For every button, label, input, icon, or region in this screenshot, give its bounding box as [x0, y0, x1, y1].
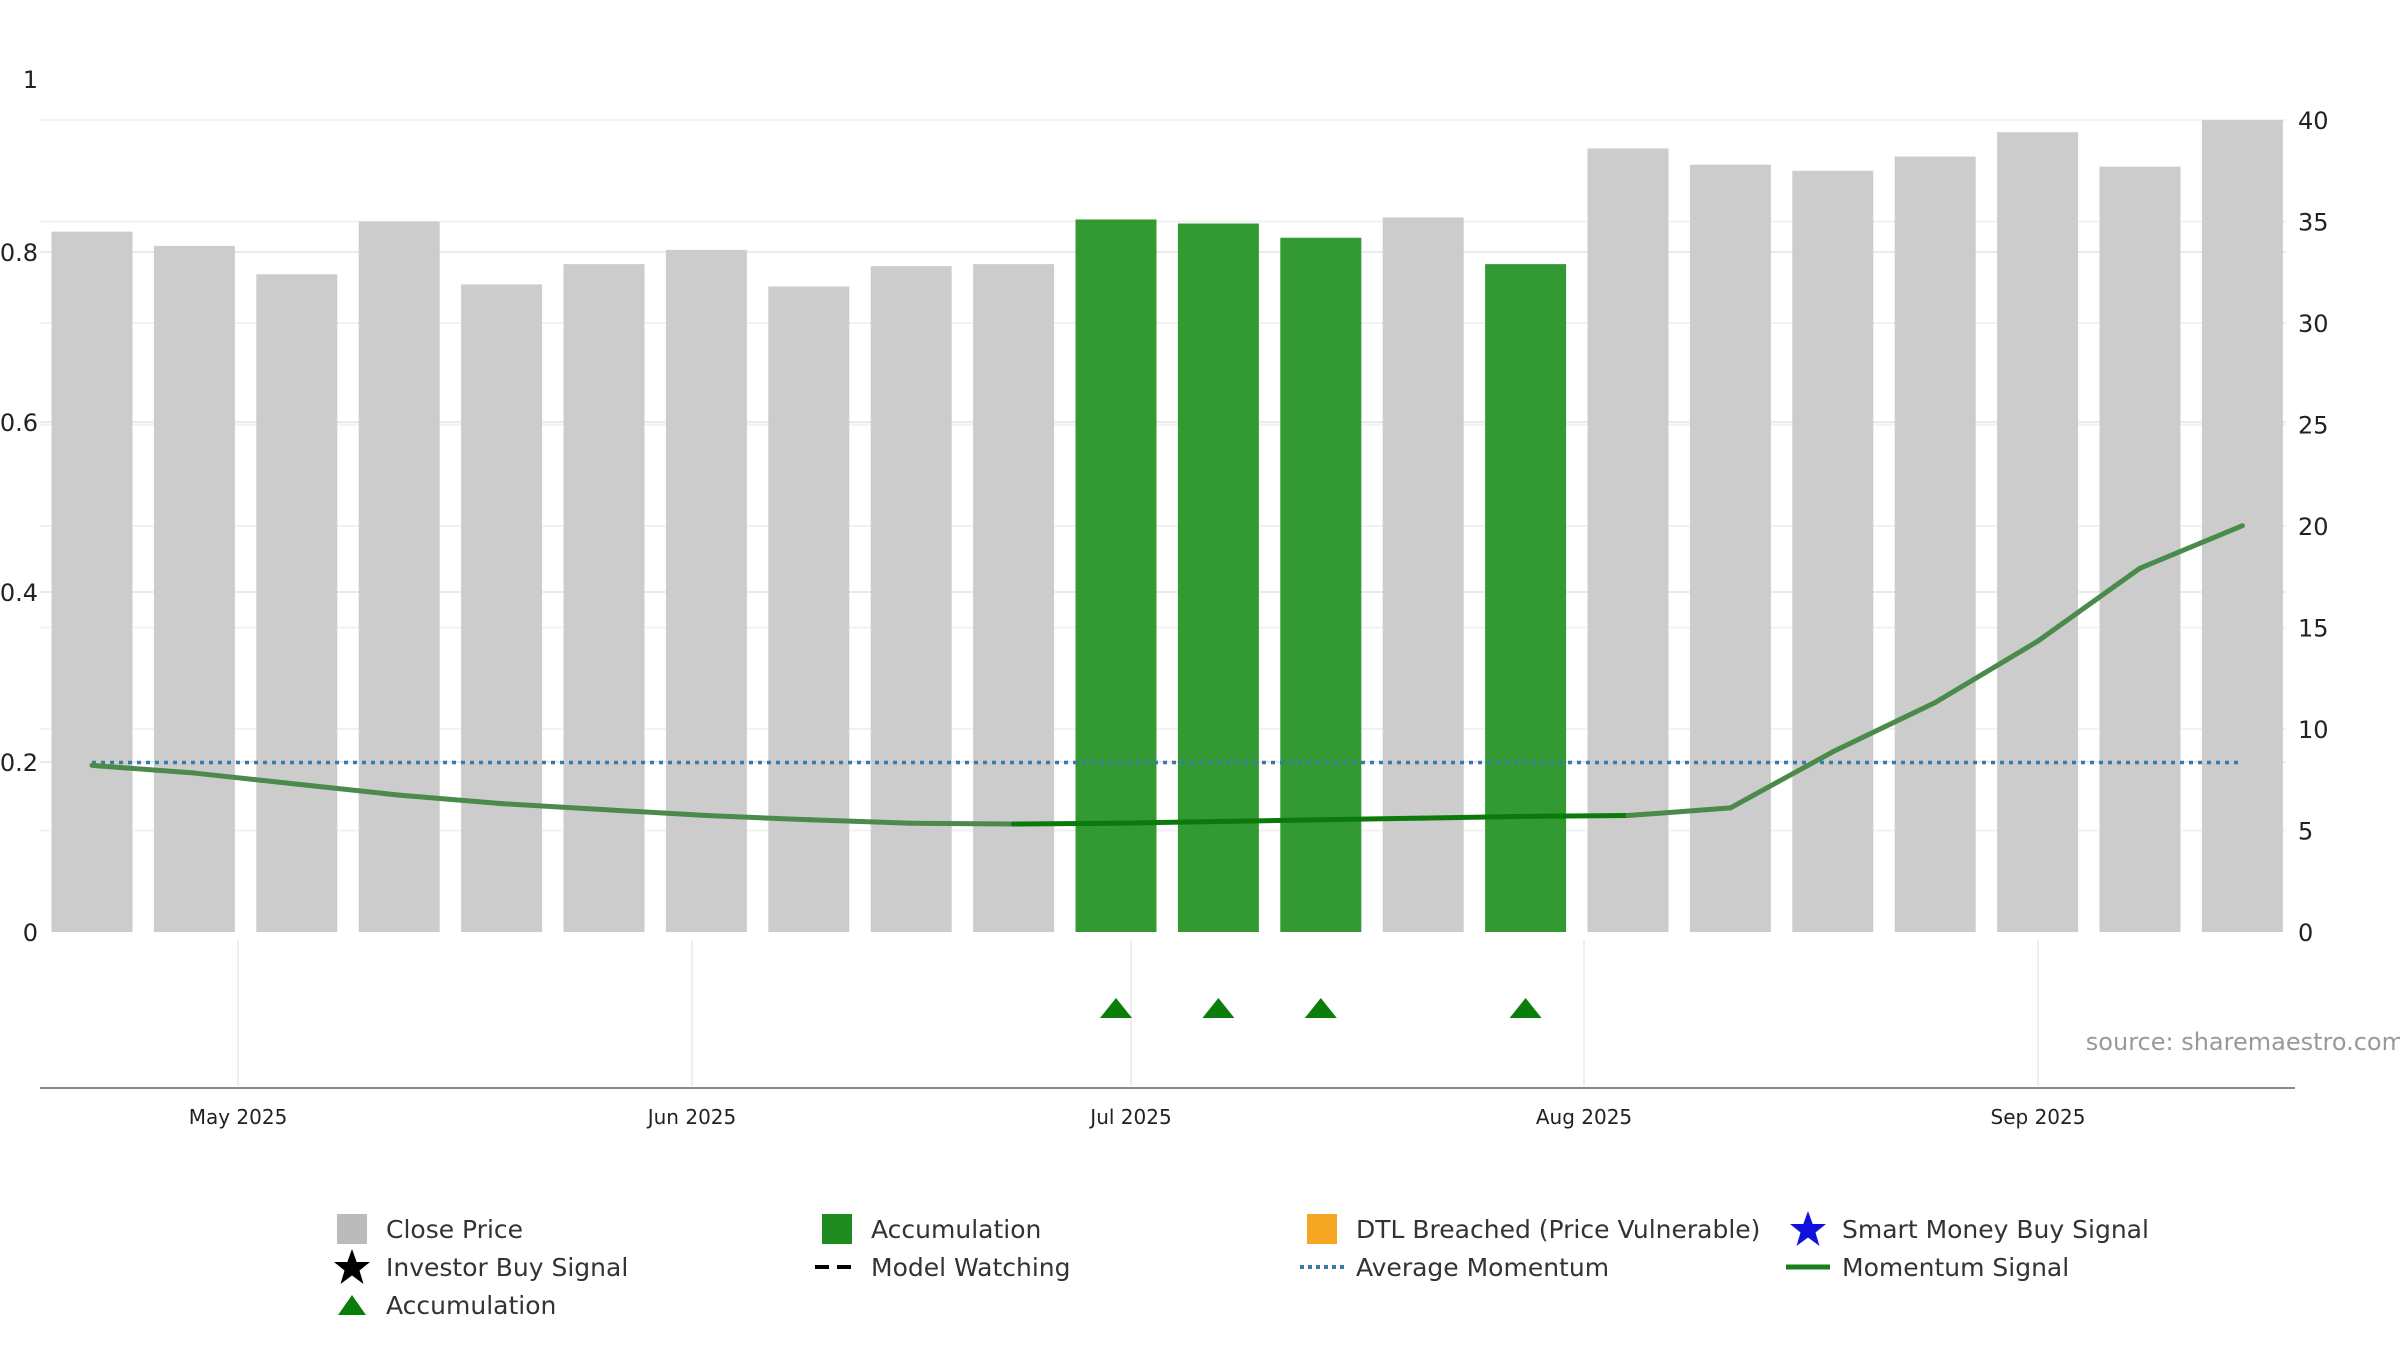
left-axis-tick-label: 0.4	[0, 579, 38, 607]
momentum-signal-segment	[2035, 565, 2143, 644]
momentum-signal-segment	[294, 781, 402, 798]
momentum-signal-segment	[601, 807, 709, 819]
black-star-icon	[330, 1248, 374, 1286]
right-axis-tick-label: 40	[2298, 107, 2329, 135]
momentum-signal-segment	[1420, 813, 1529, 821]
left-axis-tick-label: 0	[23, 919, 38, 947]
right-axis-tick-label: 5	[2298, 818, 2313, 846]
close-price-bar	[1792, 170, 1874, 932]
momentum-signal-segment	[1625, 805, 1733, 819]
blue-dotted-line-icon	[1300, 1248, 1344, 1286]
momentum-signal-segment	[2137, 523, 2245, 571]
legend-label: Investor Buy Signal	[386, 1252, 629, 1282]
left-axis-tick-label: 0.6	[0, 409, 38, 437]
momentum-signal-segment	[908, 820, 1017, 827]
accumulation-marker	[1202, 998, 1235, 1018]
momentum-signal-segment	[1215, 817, 1324, 824]
legend-item-dtl-breached: DTL Breached (Price Vulnerable)	[1300, 1210, 1760, 1248]
right-axis-tick-label: 35	[2298, 209, 2329, 237]
legend-label: Average Momentum	[1356, 1252, 1610, 1282]
legend-label: Accumulation	[871, 1214, 1042, 1244]
close-price-bar	[768, 286, 850, 933]
legend-label: Model Watching	[871, 1252, 1071, 1282]
accumulation-bar	[1280, 237, 1362, 933]
momentum-signal-segment	[806, 817, 914, 826]
accumulation-markers	[1100, 998, 1542, 1018]
gray-square-icon	[330, 1210, 374, 1248]
close-price-bar	[153, 245, 235, 933]
accumulation-bar	[1485, 264, 1567, 932]
legend-label: Momentum Signal	[1842, 1252, 2070, 1282]
x-axis-tick-label: Jul 2025	[1088, 1105, 1171, 1129]
accumulation-marker	[1304, 998, 1337, 1018]
close-price-bar	[563, 264, 645, 932]
momentum-signal-segment	[1830, 700, 1938, 755]
momentum-signal-segment	[703, 813, 812, 823]
accumulation-bar	[1075, 219, 1157, 933]
left-axis-tick-label: 0.2	[0, 749, 38, 777]
black-dashed-line-icon	[815, 1248, 859, 1286]
momentum-signal-segment	[1318, 815, 1426, 823]
orange-square-icon	[1300, 1210, 1344, 1248]
legend-label: Smart Money Buy Signal	[1842, 1214, 2149, 1244]
legend-label: Accumulation	[386, 1290, 557, 1320]
green-square-icon	[815, 1210, 859, 1248]
momentum-signal-segment	[1011, 820, 1119, 827]
close-price-bar	[358, 221, 440, 932]
close-price-bar	[461, 284, 543, 932]
right-axis-tick-label: 10	[2298, 716, 2329, 744]
legend-item-investor-buy: Investor Buy Signal	[330, 1248, 628, 1286]
legend-label: Close Price	[386, 1214, 524, 1244]
legend-item-average-momentum: Average Momentum	[1300, 1248, 1609, 1286]
legend-item-model-watching: Model Watching	[815, 1248, 1071, 1286]
left-axis-tick-label: 1	[23, 66, 38, 94]
momentum-signal-segment	[1727, 749, 1836, 811]
accumulation-marker	[1100, 998, 1132, 1018]
close-price-bar	[1382, 217, 1464, 932]
legend-item-accumulation-marker: Accumulation	[330, 1286, 556, 1324]
close-price-bar	[51, 231, 133, 932]
blue-star-icon	[1786, 1210, 1830, 1248]
green-triangle-icon	[330, 1286, 374, 1324]
x-axis-tick-label: Sep 2025	[1991, 1105, 2086, 1129]
close-price-bar	[2099, 166, 2181, 932]
right-axis-tick-label: 30	[2298, 310, 2329, 338]
close-price-bar	[1587, 148, 1669, 933]
green-solid-line-icon	[1786, 1248, 1830, 1286]
legend-label: DTL Breached (Price Vulnerable)	[1356, 1214, 1761, 1244]
close-price-bar	[1689, 164, 1771, 932]
x-axis-tick-label: Aug 2025	[1536, 1105, 1632, 1129]
momentum-signal-segment	[396, 792, 505, 807]
x-axis-tick-label: Jun 2025	[646, 1105, 737, 1129]
source-label: source: sharemaestro.com	[2086, 1028, 2400, 1056]
close-price-bar	[1997, 132, 2079, 932]
legend-item-accumulation-bar: Accumulation	[815, 1210, 1041, 1248]
momentum-signal-segment	[1113, 819, 1221, 826]
right-axis-tick-label: 25	[2298, 412, 2329, 440]
close-price-bar	[256, 274, 338, 932]
close-price-bar	[870, 266, 952, 932]
legend-item-smart-money: Smart Money Buy Signal	[1786, 1210, 2149, 1248]
legend-item-close-price: Close Price	[330, 1210, 523, 1248]
momentum-signal-segment	[1523, 813, 1631, 819]
x-axis-tick-label: May 2025	[189, 1105, 288, 1129]
close-price-bar	[973, 264, 1055, 932]
legend-item-momentum-signal: Momentum Signal	[1786, 1248, 2069, 1286]
momentum-lines	[89, 523, 2245, 827]
momentum-signal-segment	[89, 762, 197, 776]
right-axis-tick-label: 0	[2298, 919, 2313, 947]
accumulation-bar	[1177, 223, 1259, 932]
momentum-signal-segment	[499, 801, 607, 813]
left-axis-tick-label: 0.8	[0, 239, 38, 267]
momentum-signal-segment	[1932, 638, 2041, 705]
close-price-bar	[665, 249, 747, 933]
accumulation-marker	[1509, 998, 1542, 1018]
close-price-bar	[1894, 156, 1976, 933]
right-axis-tick-label: 15	[2298, 615, 2329, 643]
right-axis-tick-label: 20	[2298, 513, 2329, 541]
momentum-signal-segment	[191, 770, 300, 787]
legend: Close Price Accumulation DTL Breached (P…	[330, 1210, 2230, 1330]
